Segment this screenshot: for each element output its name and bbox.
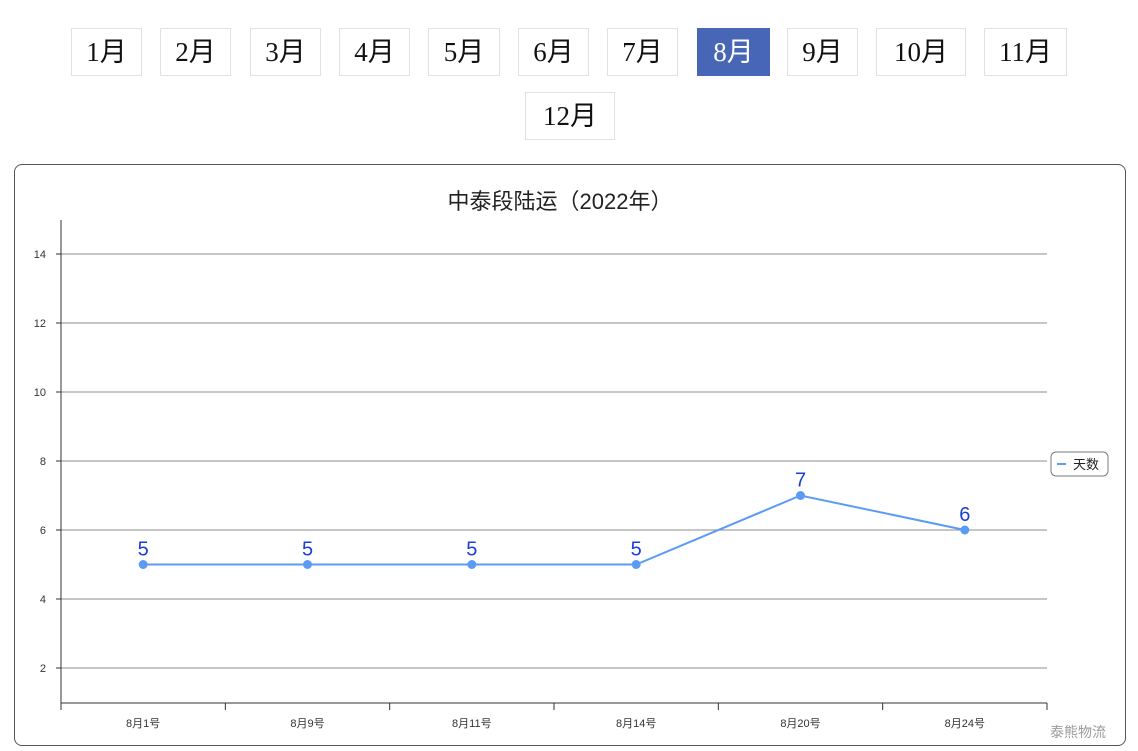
data-label: 5 bbox=[631, 539, 642, 561]
legend-label: 天数 bbox=[1073, 457, 1099, 472]
chart-panel bbox=[14, 164, 1126, 746]
data-label: 5 bbox=[466, 539, 477, 561]
x-tick-label: 8月11号 bbox=[452, 717, 492, 730]
x-tick-label: 8月1号 bbox=[126, 717, 160, 730]
month-tab-7[interactable]: 7月 bbox=[607, 28, 678, 76]
data-label: 5 bbox=[138, 539, 149, 561]
data-point[interactable] bbox=[467, 560, 477, 569]
month-tab-3[interactable]: 3月 bbox=[250, 28, 321, 76]
x-tick-label: 8月20号 bbox=[780, 717, 820, 730]
data-point[interactable] bbox=[303, 560, 312, 569]
month-tab-10[interactable]: 10月 bbox=[876, 28, 966, 76]
data-point[interactable] bbox=[138, 560, 148, 569]
y-tick-label: 14 bbox=[34, 249, 46, 261]
month-tab-5[interactable]: 5月 bbox=[428, 28, 500, 76]
y-tick-label: 12 bbox=[34, 318, 46, 330]
axes: 2 4 6 8 10 12 14 8月1号 8月9号 8月11号 8月14号 8月20号 8月24号 bbox=[34, 220, 1048, 730]
x-tick-label: 8月9号 bbox=[290, 717, 324, 730]
month-tab-12[interactable]: 12月 bbox=[525, 92, 615, 140]
month-tab-6[interactable]: 6月 bbox=[518, 28, 589, 76]
data-point[interactable] bbox=[960, 525, 970, 535]
series-line bbox=[143, 494, 966, 566]
y-tick-label: 10 bbox=[34, 387, 46, 399]
month-tab-11[interactable]: 11月 bbox=[984, 28, 1067, 76]
x-tick-label: 8月14号 bbox=[616, 717, 656, 730]
month-tab-2[interactable]: 2月 bbox=[160, 28, 231, 76]
y-tick-label: 4 bbox=[40, 594, 46, 606]
month-tab-4[interactable]: 4月 bbox=[339, 28, 410, 76]
legend-box[interactable] bbox=[1050, 451, 1109, 477]
chart-title: 中泰段陆运（2022年） bbox=[448, 189, 673, 214]
x-tick-label: 8月24号 bbox=[945, 717, 985, 730]
month-tab-8[interactable]: 8月 bbox=[697, 28, 770, 76]
gridlines bbox=[61, 253, 1047, 669]
data-label: 7 bbox=[795, 470, 806, 492]
series-layer: 5 5 5 5 7 6 bbox=[138, 470, 970, 569]
month-tab-1[interactable]: 1月 bbox=[71, 28, 142, 76]
chart-credit[interactable]: 泰熊物流 bbox=[1050, 724, 1106, 740]
data-label: 5 bbox=[302, 539, 313, 561]
data-point[interactable] bbox=[631, 560, 641, 569]
legend[interactable]: 天数 bbox=[1050, 451, 1109, 477]
y-tick-label: 2 bbox=[40, 663, 46, 675]
data-point[interactable] bbox=[796, 491, 805, 500]
data-label: 6 bbox=[959, 504, 970, 526]
y-tick-label: 8 bbox=[40, 456, 46, 468]
month-tab-9[interactable]: 9月 bbox=[787, 28, 858, 76]
y-tick-label: 6 bbox=[40, 525, 46, 537]
